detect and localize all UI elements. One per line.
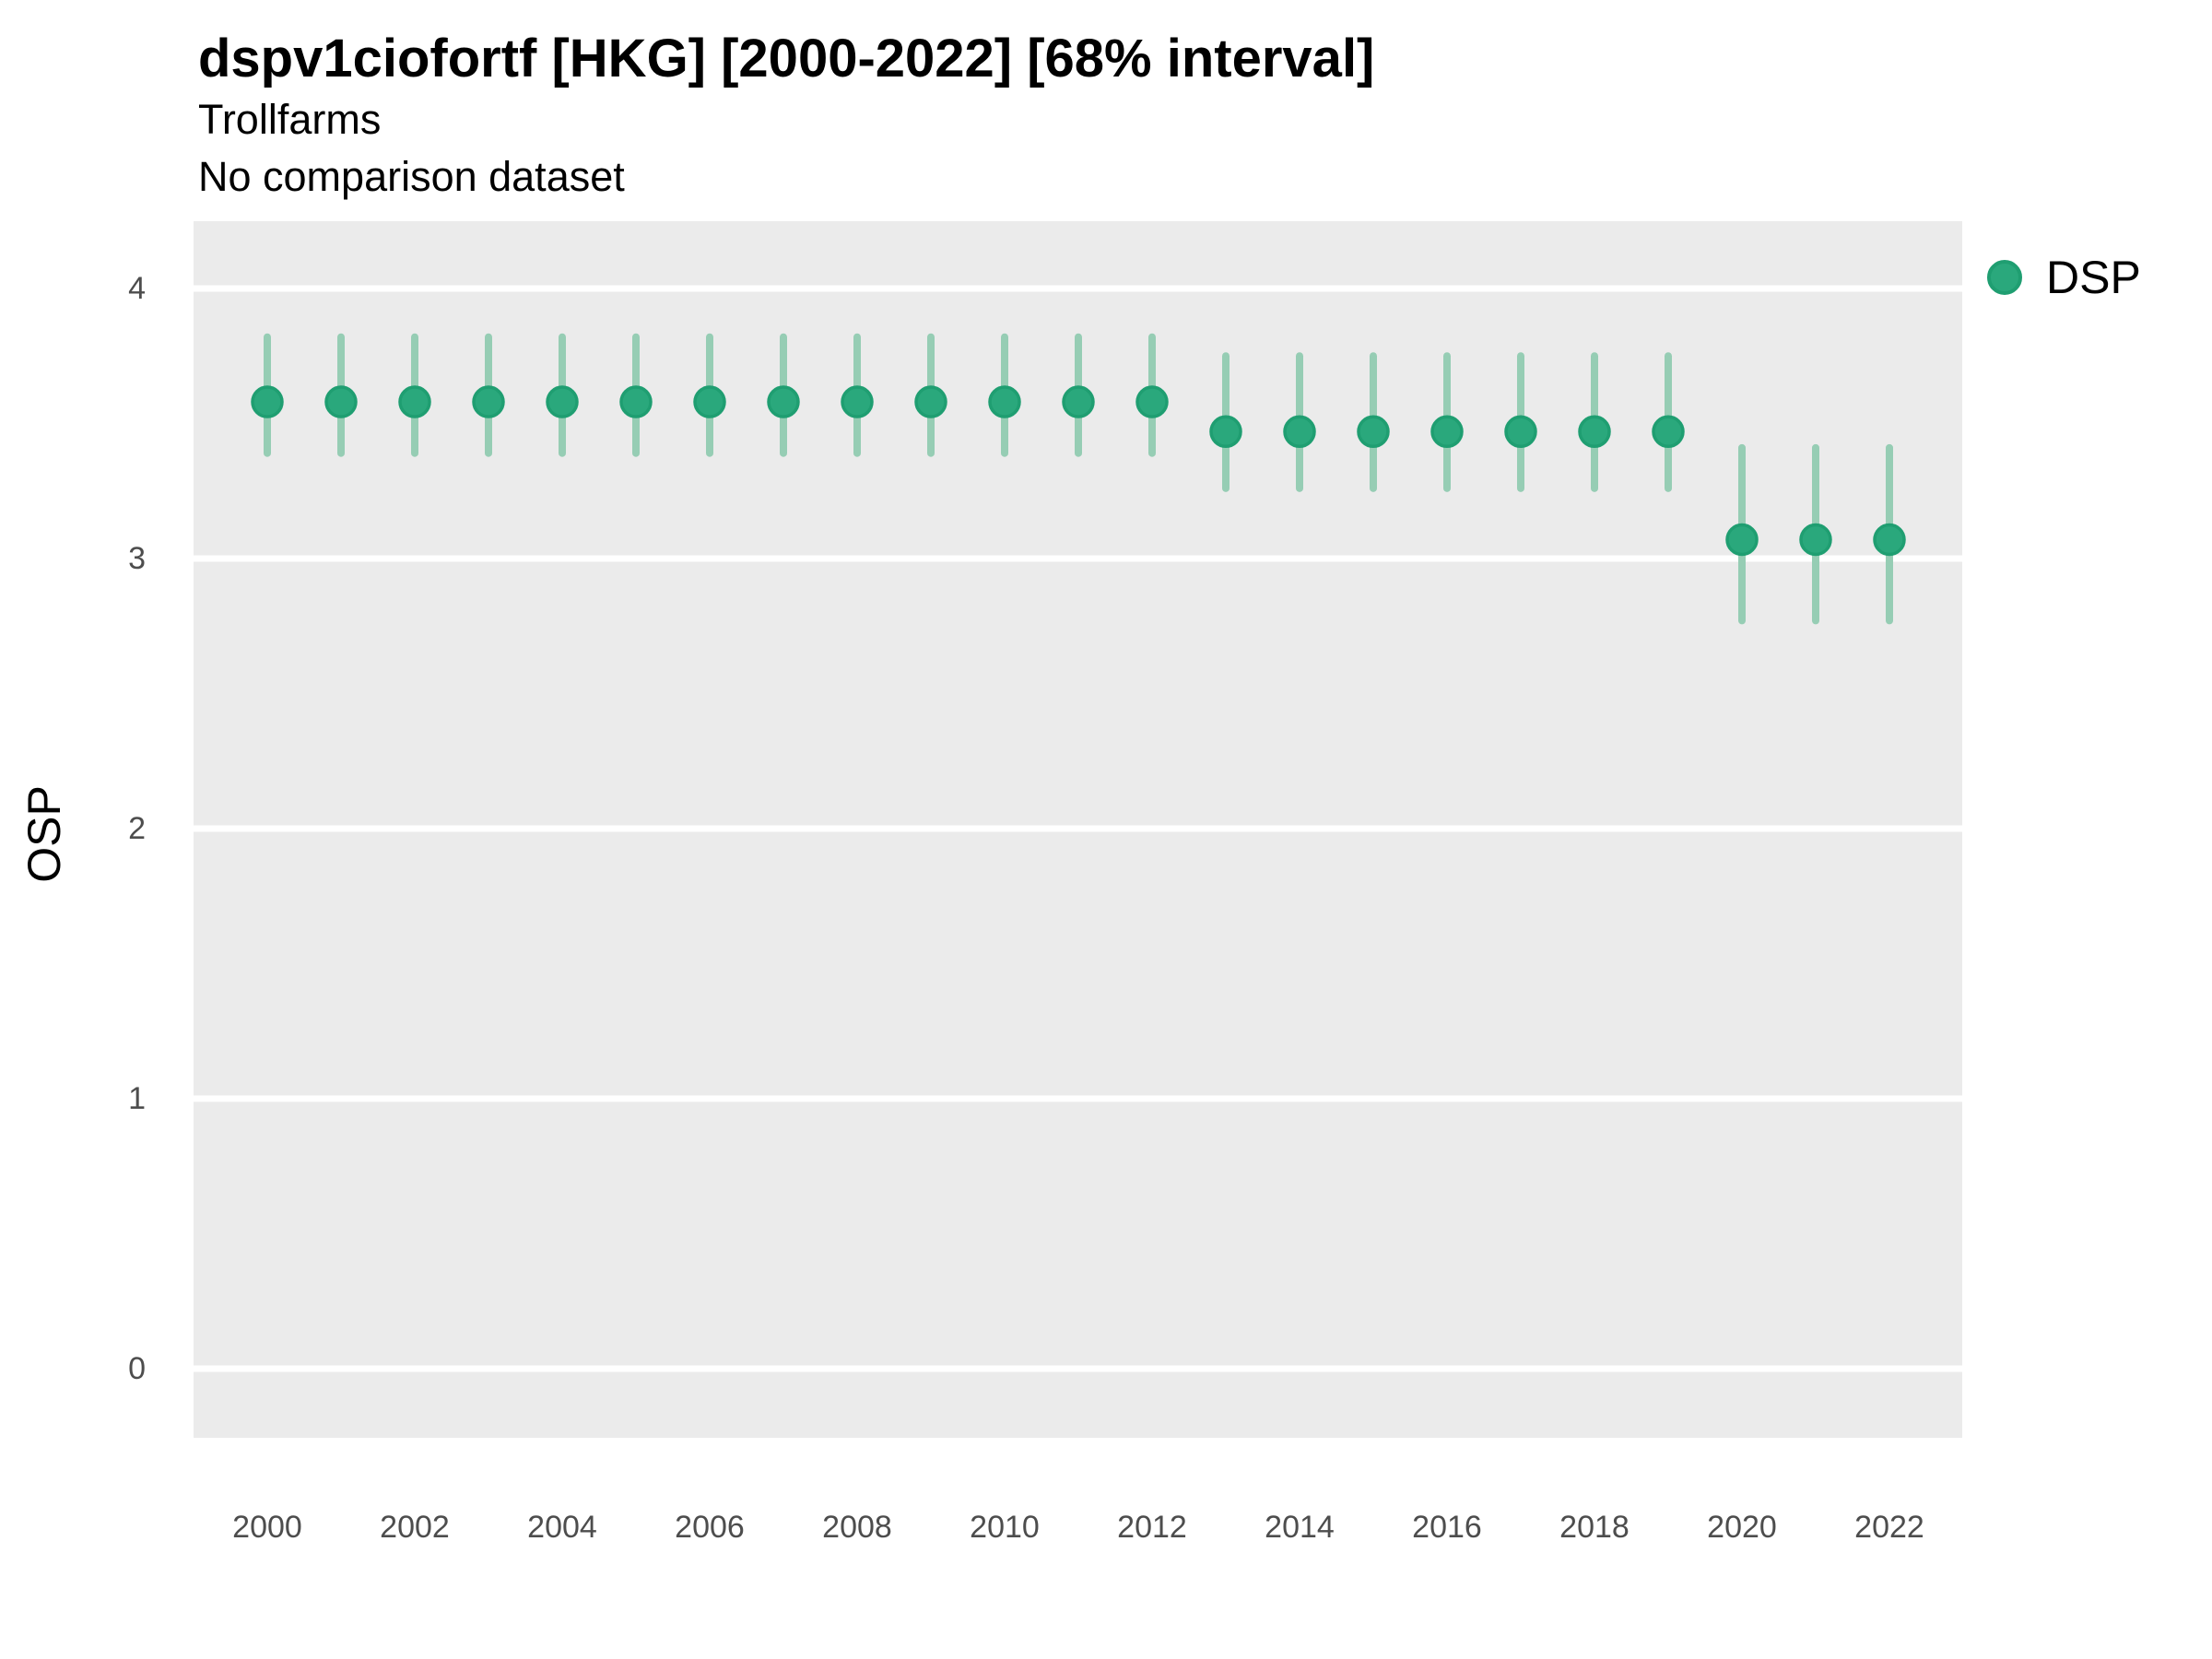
legend-marker-icon: [1987, 260, 2022, 295]
data-point: [1357, 415, 1390, 449]
y-tick-label: 2: [128, 811, 146, 846]
data-point: [1799, 523, 1832, 557]
x-tick-label: 2004: [527, 1510, 597, 1545]
data-point: [841, 385, 874, 418]
data-point: [1283, 415, 1316, 449]
comparison-note: No comparison dataset: [198, 153, 625, 200]
x-tick-label: 2020: [1707, 1510, 1777, 1545]
x-tick-label: 2022: [1854, 1510, 1924, 1545]
x-tick-label: 2002: [380, 1510, 450, 1545]
data-point: [914, 385, 947, 418]
x-tick-label: 2012: [1117, 1510, 1187, 1545]
legend-label: DSP: [2046, 252, 2141, 303]
x-tick-label: 2008: [822, 1510, 892, 1545]
y-tick-label: 1: [128, 1081, 146, 1116]
x-tick-label: 2018: [1559, 1510, 1630, 1545]
x-tick-label: 2014: [1265, 1510, 1335, 1545]
data-point: [1578, 415, 1611, 449]
data-point: [472, 385, 505, 418]
data-point: [1504, 415, 1537, 449]
data-point: [546, 385, 579, 418]
x-tick-label: 2006: [675, 1510, 745, 1545]
plot-canvas: [194, 285, 1962, 1372]
x-tick-label: 2010: [970, 1510, 1040, 1545]
y-tick-label: 3: [128, 541, 146, 576]
data-point: [251, 385, 284, 418]
data-point: [1062, 385, 1095, 418]
data-point: [398, 385, 431, 418]
chart-subtitle: Trollfarms: [198, 96, 382, 143]
data-point: [619, 385, 653, 418]
data-point: [767, 385, 800, 418]
plot-area: [194, 221, 1962, 1438]
data-point: [1873, 523, 1906, 557]
data-point: [988, 385, 1021, 418]
x-tick-label: 2000: [232, 1510, 302, 1545]
data-point: [1725, 523, 1759, 557]
data-point: [1430, 415, 1464, 449]
data-point: [1652, 415, 1685, 449]
data-point: [1209, 415, 1242, 449]
data-point: [693, 385, 726, 418]
data-point: [324, 385, 358, 418]
y-tick-label: 0: [128, 1351, 146, 1386]
y-tick-label: 4: [128, 271, 146, 306]
legend: DSP: [1987, 251, 2141, 304]
x-tick-label: 2016: [1412, 1510, 1482, 1545]
chart-title: dspv1ciofortf [HKG] [2000-2022] [68% int…: [198, 29, 1375, 88]
data-point: [1135, 385, 1169, 418]
